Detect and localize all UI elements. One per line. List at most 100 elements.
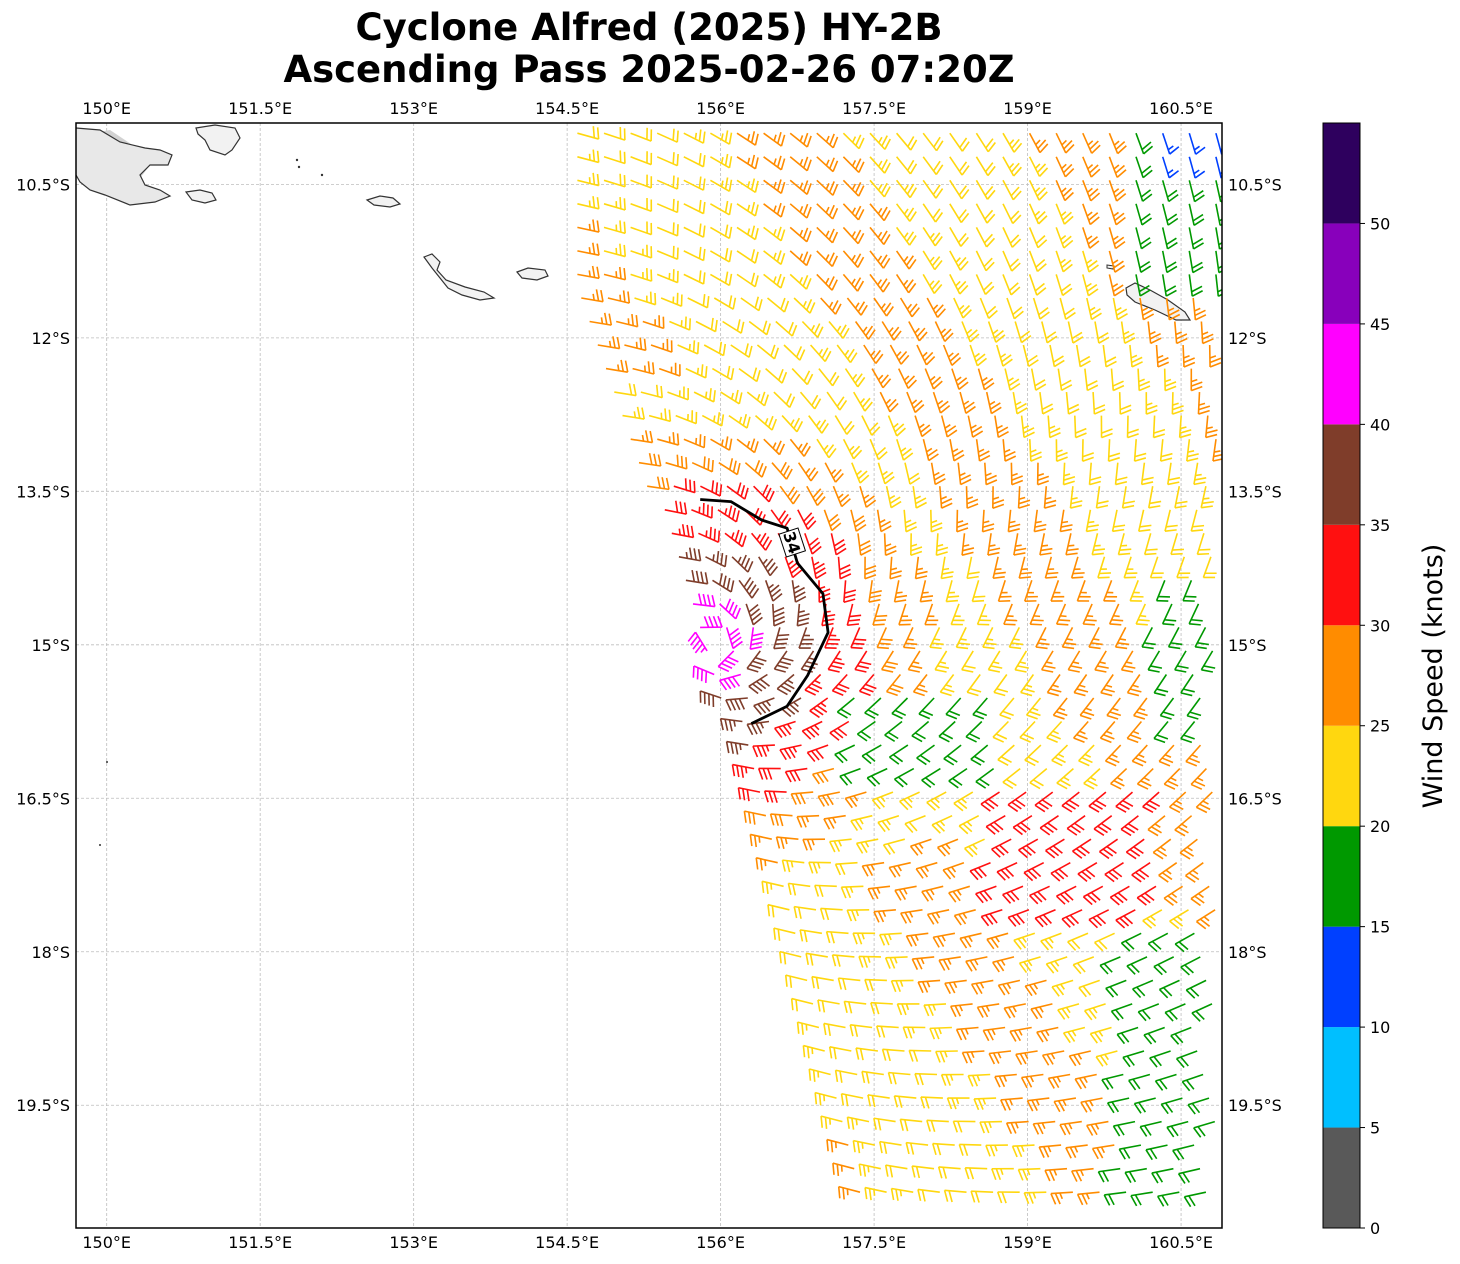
wind-barb [961, 321, 980, 343]
wind-barb [656, 128, 679, 143]
barb-staff [1128, 1073, 1151, 1082]
barb-flag [861, 397, 871, 408]
barb-staff [1028, 179, 1040, 201]
barb-flag [711, 480, 715, 493]
barb-flag [886, 690, 898, 697]
wind-barb [922, 439, 939, 462]
lon-tick-label-bottom: 160.5°E [1149, 1233, 1213, 1252]
wind-barb [1163, 368, 1177, 392]
barb-staff [1045, 838, 1065, 852]
barb-staff [1215, 132, 1222, 155]
barb-half-flag [884, 543, 892, 548]
barb-flag [860, 549, 872, 556]
barb-staff [914, 1072, 938, 1076]
barb-staff [656, 156, 678, 167]
wind-barb [1215, 132, 1222, 156]
barb-flag [752, 812, 756, 825]
barb-flag [1169, 920, 1180, 930]
barb-half-flag [964, 1028, 969, 1035]
barb-flag [1187, 1104, 1196, 1115]
barb-half-flag [786, 723, 792, 730]
barb-staff [829, 1046, 852, 1052]
barb-flag [754, 228, 759, 240]
barb-flag [763, 790, 769, 803]
barb-half-flag [892, 422, 899, 429]
wind-barb [700, 480, 723, 497]
barb-flag [1115, 1009, 1124, 1020]
wind-barb [843, 580, 857, 604]
barb-flag [893, 330, 902, 341]
barb-flag [981, 1006, 989, 1018]
barb-flag [905, 521, 917, 528]
barb-staff [816, 132, 834, 149]
barb-half-flag [994, 936, 1000, 943]
wind-barb [910, 533, 923, 557]
barb-flag [1062, 646, 1075, 650]
barb-flag [769, 584, 780, 594]
barb-staff [1051, 979, 1074, 988]
barb-staff [839, 767, 861, 778]
wind-barb [905, 1141, 929, 1155]
barb-flag [1193, 1127, 1202, 1138]
barb-staff [1186, 439, 1191, 462]
wind-barb [765, 367, 788, 384]
barb-half-flag [790, 861, 794, 868]
barb-half-flag [1059, 1192, 1064, 1200]
barb-flag [890, 570, 902, 576]
barb-staff [1142, 791, 1160, 808]
barb-half-flag [1018, 1029, 1023, 1036]
barb-flag [664, 408, 667, 421]
barb-flag [991, 1168, 997, 1181]
barb-flag [1089, 240, 1100, 249]
barb-flag [936, 846, 946, 857]
barb-flag [1165, 289, 1177, 297]
wind-barb [1187, 1097, 1210, 1115]
wind-barb [930, 462, 946, 486]
barb-flag [934, 668, 947, 673]
wind-barb [713, 295, 737, 310]
barb-flag [1194, 170, 1206, 179]
barb-flag [970, 983, 979, 995]
wind-barb [997, 744, 1015, 766]
barb-flag [934, 473, 946, 481]
barb-flag [676, 177, 679, 190]
barb-flag [827, 817, 835, 829]
barb-flag [915, 868, 924, 879]
barb-staff [1125, 838, 1145, 853]
barb-flag [1068, 408, 1080, 415]
colorbar-bin [1323, 323, 1360, 425]
wind-barb [1174, 321, 1188, 345]
barb-flag [1036, 1031, 1044, 1043]
barb-staff [949, 132, 964, 152]
barb-flag [802, 251, 809, 263]
barb-staff [1027, 1097, 1050, 1102]
wind-barb [832, 485, 851, 508]
barb-staff [1129, 580, 1139, 602]
barb-flag [1172, 548, 1185, 551]
barb-flag [874, 1002, 880, 1015]
barb-flag [1183, 849, 1195, 857]
barb-staff [1004, 368, 1011, 391]
barb-flag [970, 1190, 976, 1203]
barb-half-flag [1060, 187, 1067, 193]
barb-flag [715, 482, 719, 495]
barb-flag [790, 998, 794, 1011]
barb-flag [1088, 919, 1099, 929]
barb-flag [788, 396, 796, 408]
barb-flag [942, 328, 952, 338]
barb-flag [1000, 1099, 1007, 1111]
barb-half-flag [1052, 684, 1059, 688]
barb-flag [966, 498, 979, 505]
barb-flag [1186, 714, 1199, 720]
barb-flag [784, 771, 792, 783]
barb-flag [702, 155, 706, 167]
wind-barb [1161, 203, 1179, 226]
barb-flag [700, 571, 704, 584]
barb-staff [1176, 1050, 1198, 1060]
barb-flag [1089, 140, 1099, 150]
barb-half-flag [989, 400, 996, 406]
barb-staff [841, 1092, 864, 1099]
barb-staff [693, 391, 715, 403]
barb-staff [726, 485, 746, 500]
barb-half-flag [815, 420, 821, 427]
